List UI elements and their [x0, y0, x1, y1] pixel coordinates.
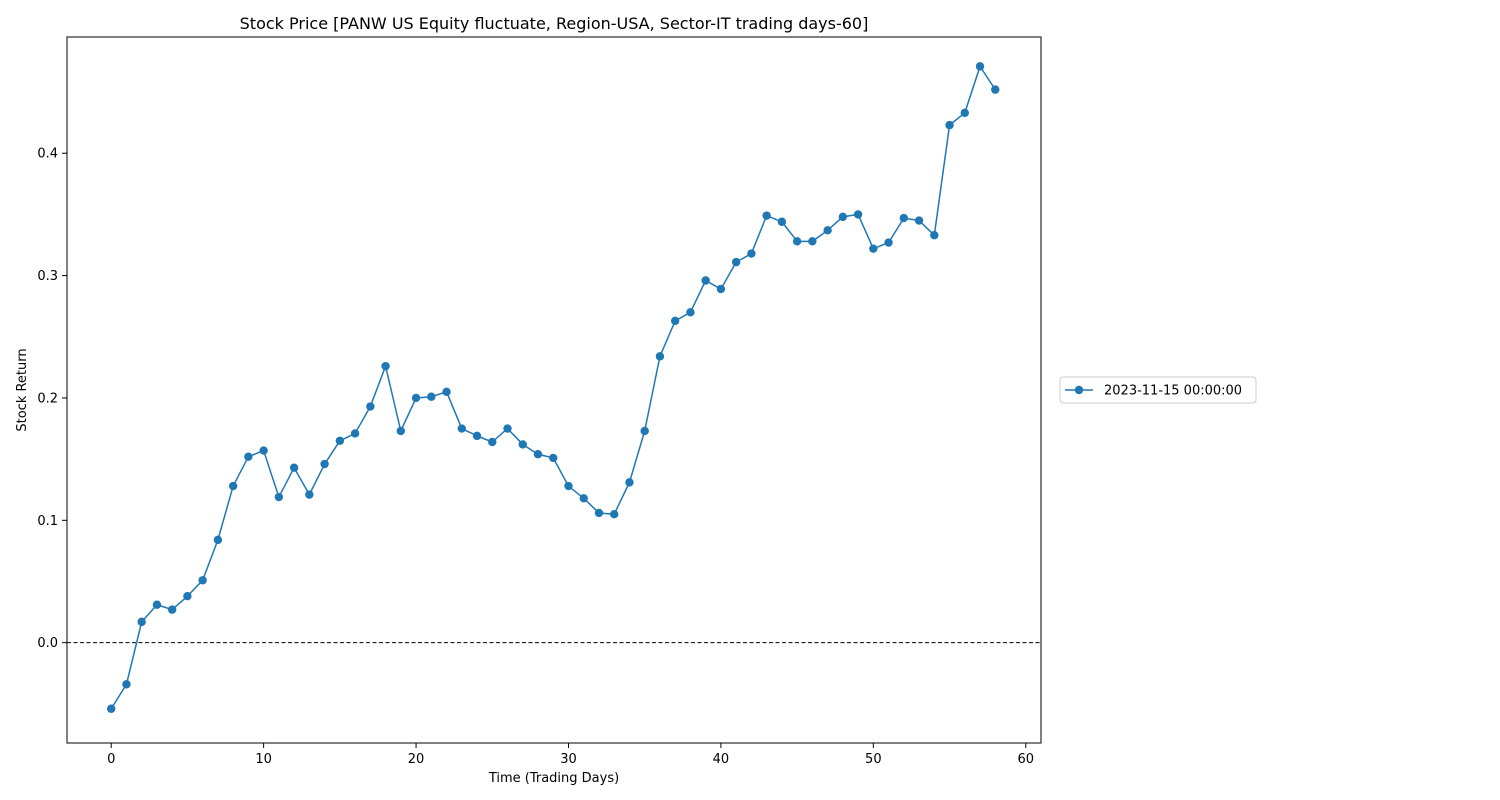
data-point [381, 361, 390, 371]
data-point [655, 352, 665, 361]
data-point [899, 213, 909, 223]
axes [66, 36, 1042, 744]
data-point [244, 452, 253, 461]
data-point [747, 249, 756, 258]
data-point [701, 276, 710, 285]
data-point [991, 85, 1000, 94]
data-point [640, 426, 649, 436]
data-point [777, 217, 787, 226]
data-point [488, 437, 497, 447]
x-tick-label: 0 [107, 752, 115, 767]
x-tick-label: 60 [1017, 752, 1034, 767]
data-point [518, 440, 527, 449]
data-point [274, 492, 284, 502]
chart-title: Stock Price [PANW US Equity fluctuate, R… [240, 14, 869, 33]
data-point [884, 238, 893, 247]
series-group [107, 62, 1000, 713]
y-axis-label: Stock Return [15, 348, 30, 431]
data-point [350, 429, 360, 438]
data-point [670, 316, 680, 326]
data-point [762, 211, 771, 220]
data-point [731, 257, 741, 267]
data-point [183, 591, 192, 601]
data-point [503, 424, 512, 433]
y-tick-label: 0.2 [37, 391, 58, 406]
y-tick-label: 0.4 [37, 147, 58, 162]
data-point [335, 436, 345, 445]
x-tick-label: 40 [713, 752, 730, 767]
x-tick-label: 50 [865, 752, 882, 767]
data-point [167, 605, 177, 614]
data-point [853, 210, 863, 219]
data-point [259, 446, 268, 455]
series-line [110, 65, 996, 710]
data-point [305, 490, 314, 499]
data-point [930, 231, 939, 240]
x-axis-ticks: 0 10 20 30 40 50 60 [107, 743, 1034, 767]
data-point [686, 308, 695, 317]
legend-box [1059, 376, 1257, 404]
data-point [549, 453, 558, 463]
legend-entry-label: 2023-11-15 00:00:00 [1104, 384, 1242, 399]
data-point [869, 244, 878, 253]
data-point [579, 494, 588, 503]
data-point [152, 600, 162, 609]
data-point [411, 393, 421, 403]
data-point [427, 392, 436, 401]
data-point [137, 617, 146, 627]
legend: 2023-11-15 00:00:00 [1059, 376, 1257, 404]
data-point [533, 450, 543, 459]
y-tick-label: 0.0 [37, 636, 58, 651]
plot-frame [66, 36, 1042, 744]
data-point [228, 481, 238, 491]
x-axis-label: Time (Trading Days) [488, 771, 619, 786]
data-point [107, 704, 116, 713]
data-point [213, 535, 223, 545]
data-point [823, 226, 832, 235]
y-tick-label: 0.1 [37, 514, 58, 529]
data-point [594, 508, 604, 518]
data-point [808, 237, 817, 246]
data-point [945, 120, 954, 130]
data-point [122, 680, 131, 689]
data-point [960, 108, 969, 118]
x-tick-label: 30 [560, 752, 577, 767]
data-point [838, 212, 848, 222]
x-tick-label: 10 [255, 752, 272, 767]
data-point [289, 463, 299, 472]
data-point [320, 459, 329, 469]
data-point [610, 509, 619, 519]
data-point [472, 431, 482, 441]
data-point [625, 478, 634, 487]
legend-marker-swatch [1074, 385, 1084, 395]
data-point [198, 576, 207, 585]
y-tick-label: 0.3 [37, 269, 58, 284]
data-point [442, 387, 451, 397]
data-point [716, 284, 726, 294]
data-point [564, 481, 573, 491]
data-point [457, 424, 466, 433]
data-point [975, 62, 985, 71]
x-tick-label: 20 [408, 752, 425, 767]
y-axis-ticks: 0.0 0.1 0.2 0.3 0.4 [37, 147, 67, 651]
data-point [914, 216, 924, 225]
data-point [792, 237, 802, 246]
data-point [366, 402, 375, 411]
data-point [396, 426, 406, 436]
